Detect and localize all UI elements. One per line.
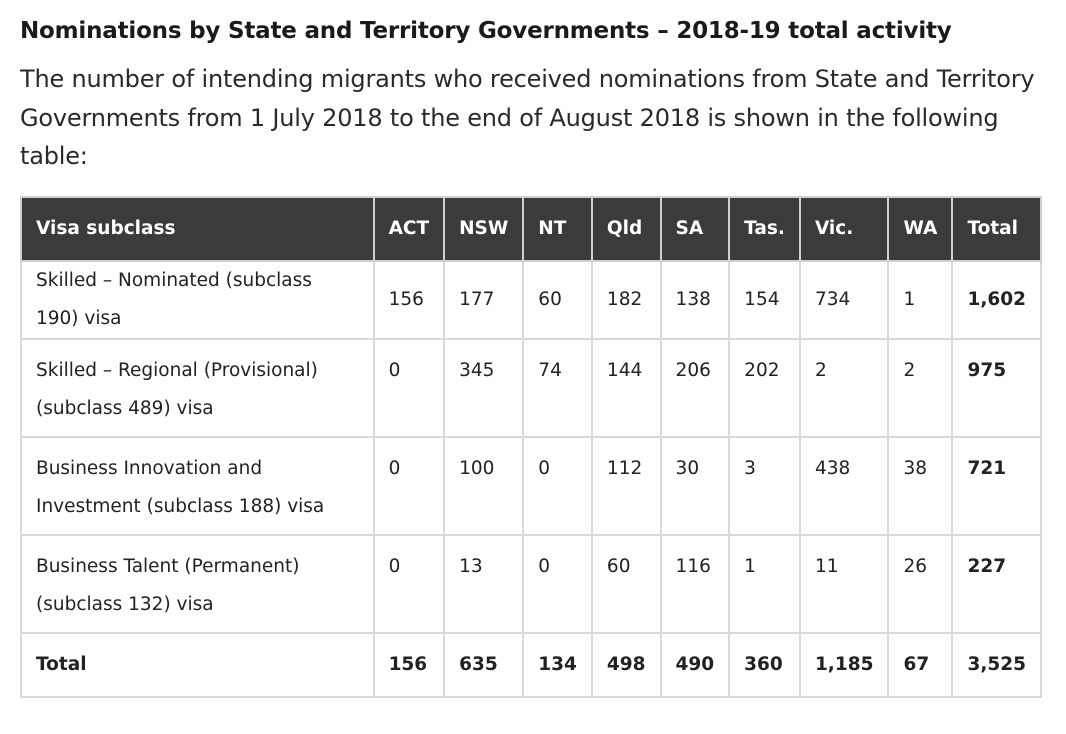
- cell-tas: 202: [728, 337, 801, 438]
- total-wa: 67: [887, 631, 954, 698]
- header-total: Total: [951, 195, 1042, 262]
- cell-total: 721: [951, 435, 1042, 536]
- cell-qld: 182: [590, 259, 662, 340]
- header-visa-subclass: Visa subclass: [20, 195, 375, 262]
- cell-total: 975: [951, 337, 1042, 438]
- cell-vic: 2: [798, 337, 890, 438]
- table-row: Business Talent (Permanent) (subclass 13…: [20, 533, 1042, 634]
- header-qld: Qld: [590, 195, 662, 262]
- total-act: 156: [372, 631, 446, 698]
- cell-total: 227: [951, 533, 1042, 634]
- cell-act: 0: [372, 337, 446, 438]
- table-header: Visa subclass ACT NSW NT Qld SA Tas. Vic…: [20, 195, 1042, 262]
- cell-nt: 60: [522, 259, 593, 340]
- cell-nt: 74: [522, 337, 593, 438]
- header-vic: Vic.: [798, 195, 890, 262]
- cell-tas: 3: [728, 435, 801, 536]
- row-label: Skilled – Regional (Provisional) (subcla…: [20, 337, 375, 438]
- cell-vic: 438: [798, 435, 890, 536]
- header-act: ACT: [372, 195, 446, 262]
- cell-tas: 154: [728, 259, 801, 340]
- page-title: Nominations by State and Territory Gover…: [20, 18, 952, 44]
- cell-qld: 60: [590, 533, 662, 634]
- cell-wa: 2: [887, 337, 954, 438]
- cell-qld: 144: [590, 337, 662, 438]
- cell-wa: 1: [887, 259, 954, 340]
- total-sa: 490: [659, 631, 731, 698]
- total-row-label: Total: [20, 631, 375, 698]
- table-body: Skilled – Nominated (subclass 190) visa …: [20, 259, 1042, 698]
- header-sa: SA: [659, 195, 731, 262]
- total-vic: 1,185: [798, 631, 890, 698]
- row-label: Business Innovation and Investment (subc…: [20, 435, 375, 536]
- header-tas: Tas.: [728, 195, 801, 262]
- cell-tas: 1: [728, 533, 801, 634]
- cell-act: 156: [372, 259, 446, 340]
- total-row: Total 156 635 134 498 490 360 1,185 67 3…: [20, 631, 1042, 698]
- cell-sa: 30: [659, 435, 731, 536]
- cell-total: 1,602: [951, 259, 1042, 340]
- total-tas: 360: [728, 631, 801, 698]
- intro-paragraph: The number of intending migrants who rec…: [20, 65, 1035, 170]
- table-row: Business Innovation and Investment (subc…: [20, 435, 1042, 536]
- cell-act: 0: [372, 435, 446, 536]
- total-qld: 498: [590, 631, 662, 698]
- total-nt: 134: [522, 631, 593, 698]
- cell-nt: 0: [522, 435, 593, 536]
- cell-nsw: 177: [443, 259, 525, 340]
- table-row: Skilled – Nominated (subclass 190) visa …: [20, 259, 1042, 340]
- header-nt: NT: [522, 195, 593, 262]
- row-label: Skilled – Nominated (subclass 190) visa: [20, 259, 375, 340]
- table-row: Skilled – Regional (Provisional) (subcla…: [20, 337, 1042, 438]
- nominations-table: Visa subclass ACT NSW NT Qld SA Tas. Vic…: [20, 195, 1042, 698]
- cell-wa: 38: [887, 435, 954, 536]
- header-nsw: NSW: [443, 195, 525, 262]
- cell-vic: 734: [798, 259, 890, 340]
- total-nsw: 635: [443, 631, 525, 698]
- cell-nsw: 100: [443, 435, 525, 536]
- header-wa: WA: [887, 195, 954, 262]
- cell-qld: 112: [590, 435, 662, 536]
- cell-nsw: 345: [443, 337, 525, 438]
- cell-wa: 26: [887, 533, 954, 634]
- header-row: Visa subclass ACT NSW NT Qld SA Tas. Vic…: [20, 195, 1042, 262]
- cell-nsw: 13: [443, 533, 525, 634]
- cell-nt: 0: [522, 533, 593, 634]
- cell-sa: 138: [659, 259, 731, 340]
- page: Nominations by State and Territory Gover…: [20, 18, 1042, 698]
- cell-vic: 11: [798, 533, 890, 634]
- cell-sa: 116: [659, 533, 731, 634]
- row-label: Business Talent (Permanent) (subclass 13…: [20, 533, 375, 634]
- cell-sa: 206: [659, 337, 731, 438]
- grand-total: 3,525: [951, 631, 1042, 698]
- cell-act: 0: [372, 533, 446, 634]
